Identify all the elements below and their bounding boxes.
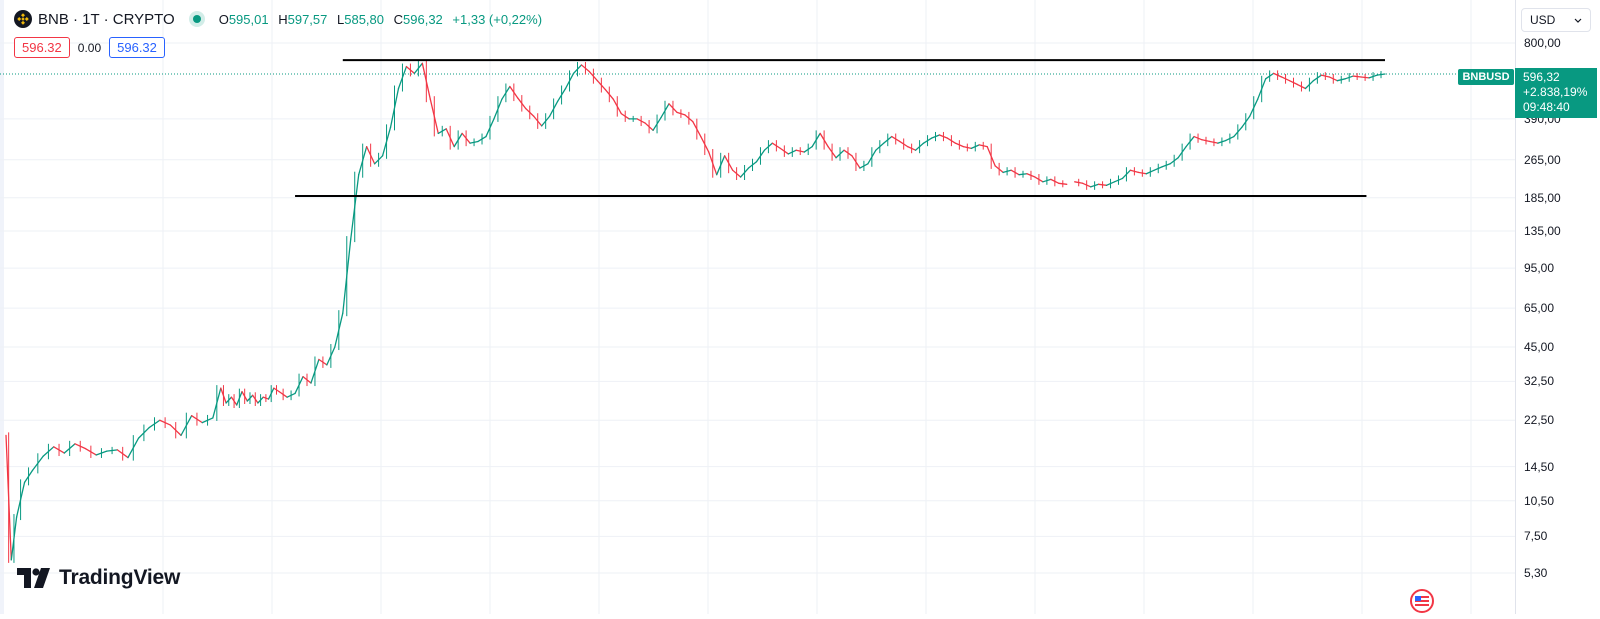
symbol-title[interactable]: BNB · 1T · CRYPTO bbox=[38, 10, 175, 28]
price-axis-tick-label: 45,00 bbox=[1524, 340, 1555, 355]
currency-label: USD bbox=[1530, 13, 1556, 27]
price-axis-tick-label: 800,00 bbox=[1524, 36, 1561, 50]
high-label: H bbox=[278, 11, 288, 27]
price-axis-tick-label: 14,50 bbox=[1524, 459, 1555, 474]
tradingview-wordmark: TradingView bbox=[59, 566, 181, 589]
bnb-logo-icon[interactable] bbox=[14, 10, 32, 28]
price-axis-tick-label: 185,00 bbox=[1524, 190, 1561, 205]
current-price: 596,32 bbox=[1523, 70, 1560, 84]
currency-selector[interactable]: USD bbox=[1521, 8, 1591, 32]
price-axis-tick-label: 7,50 bbox=[1524, 529, 1548, 544]
price-chart[interactable] bbox=[0, 0, 1515, 614]
price-axis-tick-label: 32,50 bbox=[1524, 374, 1555, 389]
chevron-down-icon bbox=[1574, 15, 1582, 29]
tradingview-logo-icon bbox=[17, 568, 50, 588]
us-flag-icon[interactable] bbox=[1410, 589, 1434, 613]
total-change-percent: +2.838,19% bbox=[1523, 85, 1588, 99]
close-label: C bbox=[393, 11, 404, 27]
price-axis-tick-label: 65,00 bbox=[1524, 301, 1555, 316]
chart-header: BNB · 1T · CRYPTO O595,01 H597,57 L585,8… bbox=[14, 8, 542, 30]
close-value: 596,32 bbox=[403, 11, 443, 27]
current-price-tag: 596,32 +2.838,19% 09:48:40 bbox=[1515, 68, 1597, 118]
spread-value: 0.00 bbox=[77, 40, 102, 55]
market-status-dot-icon[interactable] bbox=[192, 15, 201, 23]
sell-price-button[interactable]: 596.32 bbox=[14, 37, 70, 58]
open-value: 595,01 bbox=[228, 11, 269, 27]
high-value: 597,57 bbox=[287, 11, 328, 27]
price-axis-tick-label: 5,30 bbox=[1524, 566, 1548, 580]
change-value: +1,33 (+0,22%) bbox=[452, 11, 543, 27]
tradingview-logo[interactable]: TradingView bbox=[17, 566, 180, 590]
price-axis-tick-label: 95,00 bbox=[1524, 261, 1555, 276]
buy-price-button[interactable]: 596.32 bbox=[109, 37, 165, 58]
ohlc-values: O595,01 H597,57 L585,80 C596,32 +1,33 (+… bbox=[219, 12, 542, 27]
price-axis-tick-label: 135,00 bbox=[1524, 223, 1561, 238]
quote-row: 596.32 0.00 596.32 bbox=[14, 37, 165, 58]
symbol-price-tag: BNBUSD bbox=[1458, 69, 1514, 85]
left-edge-strip bbox=[0, 0, 4, 614]
low-label: L bbox=[337, 11, 345, 27]
bar-countdown: 09:48:40 bbox=[1523, 100, 1570, 114]
low-value: 585,80 bbox=[344, 11, 384, 27]
price-axis-tick-label: 10,50 bbox=[1524, 493, 1555, 508]
open-label: O bbox=[218, 11, 229, 27]
chart-area[interactable] bbox=[0, 0, 1515, 614]
price-axis-tick-label: 22,50 bbox=[1524, 413, 1555, 428]
price-axis-tick-label: 265,00 bbox=[1524, 152, 1561, 167]
